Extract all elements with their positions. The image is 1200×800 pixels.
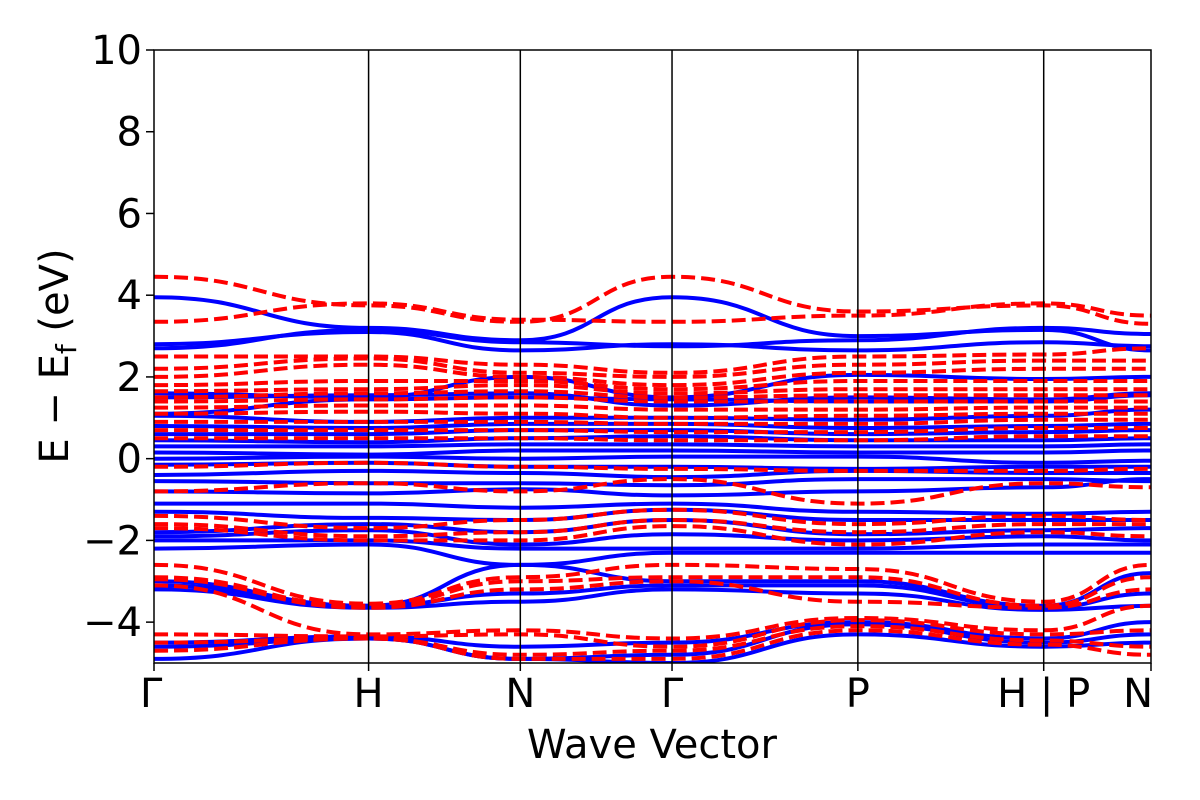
solid-band-line <box>154 442 1151 449</box>
y-axis: −4 −2 0 2 4 6 8 10 <box>83 28 154 646</box>
dashed-band-line <box>154 417 1151 426</box>
plot-frame <box>153 49 1152 664</box>
dashed-band-line <box>154 383 1151 396</box>
x-tick-label: P <box>846 671 870 717</box>
dashed-band-line <box>154 507 1151 531</box>
dashed-band-line <box>154 409 1151 420</box>
dashed-band-line <box>154 395 1151 404</box>
y-tick-label: 10 <box>91 28 142 74</box>
x-tick-label: N <box>505 671 535 717</box>
y-tick-label: 4 <box>117 273 142 319</box>
dashed-band-line <box>154 434 1151 443</box>
y-tick-label: −2 <box>83 518 142 564</box>
dashed-band-line <box>154 425 1151 435</box>
y-axis-title-unit: (eV) <box>32 248 78 344</box>
y-tick-label: 2 <box>117 355 142 401</box>
x-tick-label: Γ <box>661 671 684 717</box>
dashed-band-line <box>154 403 1151 412</box>
dashed-band-line <box>154 346 1151 375</box>
dashed-band-line <box>154 389 1151 400</box>
dashed-band-line <box>154 460 1151 473</box>
dashed-band-line <box>154 524 1151 547</box>
solid-band-line <box>154 542 1151 567</box>
y-tick-label: 6 <box>117 191 142 237</box>
x-axis: Γ H N Γ P H | P N <box>140 663 1153 717</box>
y-axis-title-main: E − E <box>32 354 78 464</box>
dashed-band-line <box>154 477 1151 506</box>
kpoint-lines <box>367 50 1045 663</box>
x-tick-label: H | P <box>997 671 1090 717</box>
y-tick-label: 8 <box>117 110 142 156</box>
x-tick-label: H <box>354 671 384 717</box>
dashed-band-line <box>154 362 1151 388</box>
dashed-band-line <box>154 378 1151 392</box>
dashed-band-line <box>154 618 1151 649</box>
y-tick-label: 0 <box>117 437 142 483</box>
x-tick-label: N <box>1123 671 1153 717</box>
x-axis-title: Wave Vector <box>527 722 778 768</box>
dashed-band-line <box>154 356 1151 379</box>
y-axis-title: E − Ef (eV) <box>32 248 83 463</box>
x-tick-label: Γ <box>140 671 163 717</box>
y-tick-label: −4 <box>83 600 142 646</box>
y-axis-title-subscript: f <box>50 343 83 354</box>
dashed-band-line <box>154 517 1151 539</box>
